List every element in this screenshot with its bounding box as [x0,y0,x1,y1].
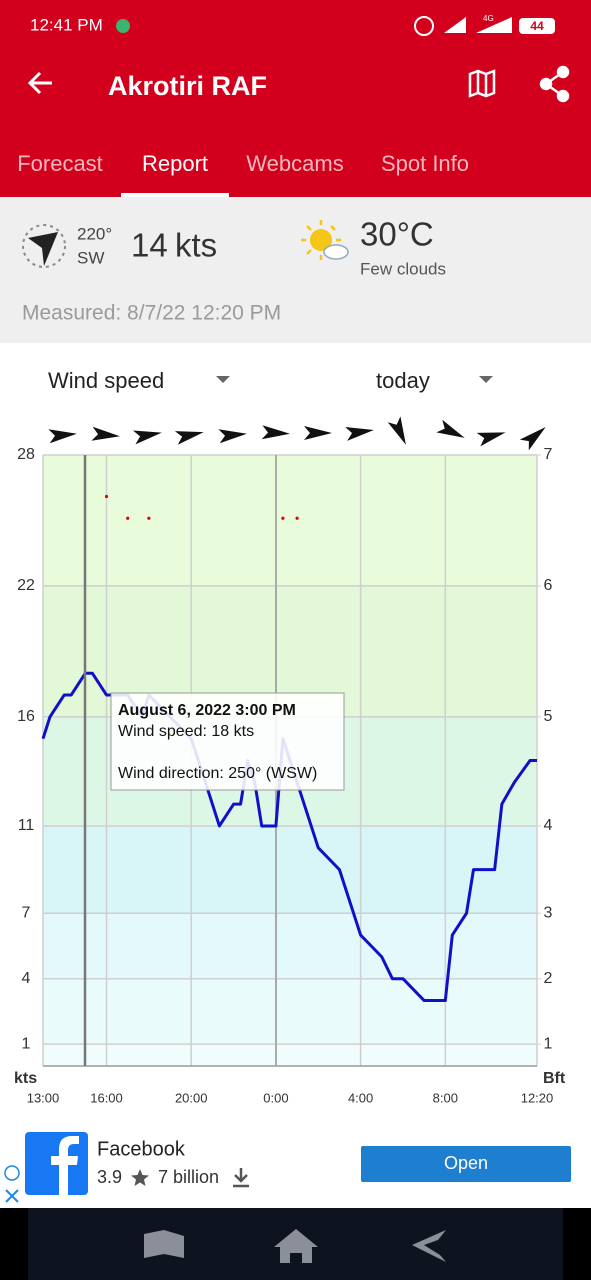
y2-tick-label: 3 [544,904,553,921]
beaufort-band [43,455,537,586]
back-button[interactable] [27,71,52,95]
wind-speed-line [41,671,537,1003]
ad-info-icon[interactable] [4,1165,20,1181]
gust-dot [281,516,285,520]
map-button[interactable] [468,69,496,98]
wind-speed: 14 [131,227,168,264]
tab-indicator [121,193,229,197]
x-tick-label: 20:00 [175,1090,208,1105]
current-panel [0,197,591,343]
status-time: 12:41 PM [30,15,103,34]
y2-tick-label: 1 [544,1035,553,1052]
metric-selector[interactable]: Wind speed [48,368,164,393]
chart: 28 22 16 11 7 4 1 7 6 5 4 3 2 1 13:00 16:00 20:00 0:00 4:0… [14,446,566,1105]
measured-time: Measured: 8/7/22 12:20 PM [22,302,281,325]
x-tick-label: 8:00 [433,1090,458,1105]
share-button[interactable] [539,65,570,103]
nav-home[interactable] [274,1229,318,1263]
y-tick-label: 4 [22,970,31,987]
weather-icon [301,220,349,260]
network-label: 4G [483,14,494,23]
signal-icon [476,17,512,33]
beaufort-band [43,825,537,914]
tab[interactable]: Webcams [246,151,343,176]
temperature: 30°C [360,216,434,253]
status-icon [116,19,130,33]
y-tick-label: 16 [17,708,35,725]
gust-dot [104,494,109,499]
ad-app-name: Facebook [97,1138,186,1160]
nav-recent[interactable] [144,1230,184,1258]
ad-open-button[interactable] [361,1146,571,1182]
dropdown-arrow[interactable] [216,376,230,383]
x-tick-label: 4:00 [348,1090,373,1105]
battery-icon [519,18,555,34]
y-tick-label: 1 [22,1035,31,1052]
y-tick-label: 11 [18,817,35,834]
beaufort-band [43,1044,537,1066]
compass-icon [22,224,66,268]
page-title: Akrotiri RAF [108,71,267,101]
ad-rating: 3.9 [97,1167,122,1187]
ad-app-logo [51,1136,79,1195]
gust-dot [126,516,130,520]
direction-arrows [48,416,546,451]
y2-tick-label: 5 [544,708,553,725]
status-icon [414,16,434,36]
y-tick-label: 22 [17,577,35,594]
y2-tick-label: 7 [544,446,553,463]
ad-close-icon[interactable] [5,1189,19,1203]
x-tick-label: 0:00 [263,1090,288,1105]
y2-tick-label: 4 [544,817,553,834]
x-tick-label: 12:20 [521,1090,554,1105]
beaufort-band [43,978,537,1045]
tab[interactable]: Spot Info [381,151,469,176]
wind-speed-unit: kts [175,227,217,264]
wind-direction-degrees: 220° [77,224,112,243]
signal-icon [444,17,466,33]
y2-axis-label: Bft [543,1070,566,1087]
rating-star [131,1169,149,1186]
dropdown-arrow[interactable] [479,376,493,383]
ad-open-label[interactable]: Open [444,1153,488,1173]
nav-back[interactable] [412,1230,446,1262]
gust-dot [295,516,299,520]
weather-condition: Few clouds [360,259,446,278]
tooltip-title: August 6, 2022 3:00 PM [118,702,296,719]
gust-dot [147,516,151,520]
battery-level: 44 [530,19,544,33]
y2-tick-label: 2 [544,970,553,987]
y2-tick-label: 6 [544,577,553,594]
period-selector[interactable]: today [376,368,430,393]
x-tick-label: 13:00 [27,1090,60,1105]
tooltip-line: Wind direction: 250° (WSW) [118,765,317,782]
download-icon [233,1168,249,1188]
tab-active[interactable]: Report [142,151,208,176]
y-axis-label: kts [14,1070,37,1087]
tooltip-line: Wind speed: 18 kts [118,723,254,740]
ad-downloads: 7 billion [158,1167,219,1187]
tooltip [110,692,345,791]
x-tick-label: 16:00 [90,1090,123,1105]
wind-direction: SW [77,248,104,267]
beaufort-band [43,913,537,979]
y-tick-label: 28 [17,446,35,463]
y-tick-label: 7 [22,904,31,921]
tab[interactable]: Forecast [17,151,103,176]
